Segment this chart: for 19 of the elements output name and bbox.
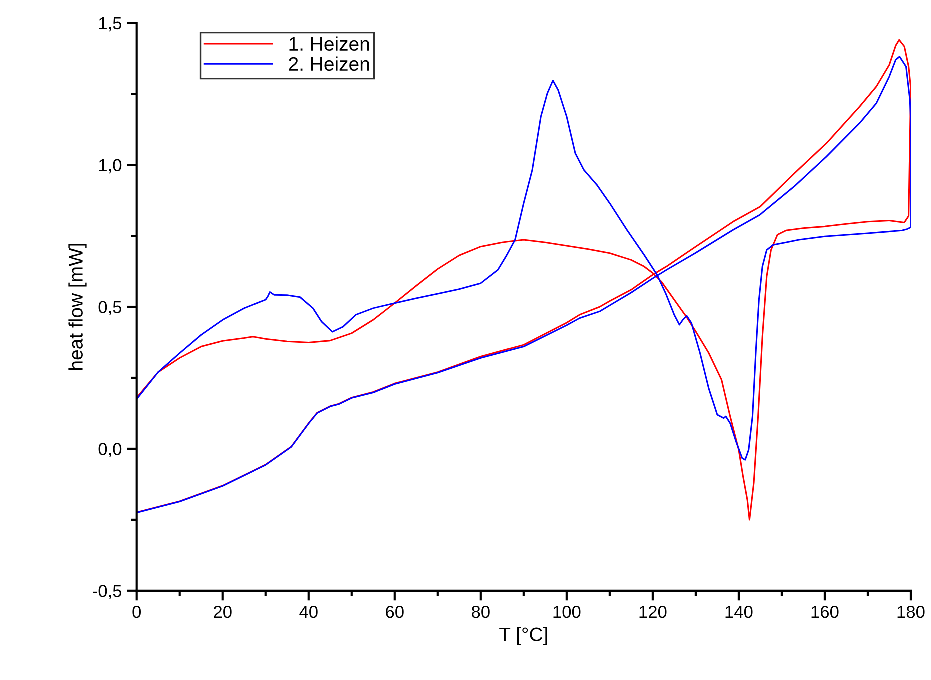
y-tick-label: 1,5: [99, 17, 122, 32]
x-tick-label: 140: [726, 606, 753, 618]
legend-label: 1. Heizen: [290, 36, 370, 52]
x-axis-title: T [°C]: [500, 627, 548, 646]
y-tick-label: 0,0: [98, 443, 122, 458]
y-tick-label: 1,0: [99, 159, 122, 174]
x-tick-label: 60: [386, 606, 404, 618]
x-tick-label: 40: [300, 606, 318, 618]
x-tick-label: 120: [640, 606, 667, 618]
x-tick-label: 100: [554, 606, 581, 618]
y-axis-title: heat flow [mW]: [68, 244, 87, 370]
x-tick-label: 180: [898, 606, 925, 618]
x-tick-label: 80: [472, 606, 490, 618]
x-tick-label: 0: [132, 606, 142, 618]
y-tick-label: -0,5: [93, 585, 122, 600]
y-tick-label: 0,5: [98, 301, 122, 316]
legend-label: 2. Heizen: [289, 56, 370, 72]
x-tick-label: 20: [214, 606, 232, 618]
x-tick-label: 160: [812, 606, 839, 618]
